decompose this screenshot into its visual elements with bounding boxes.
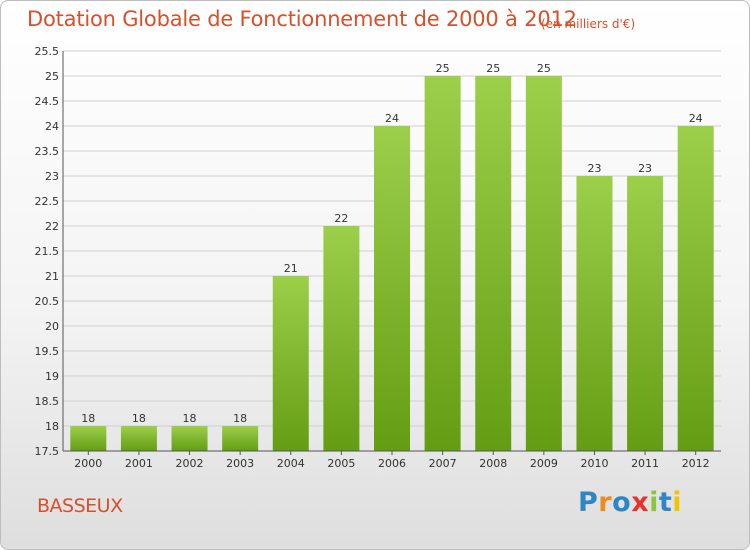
x-tick-label: 2002 [176, 457, 204, 470]
bar-value-label: 25 [537, 62, 551, 75]
x-tick-label: 2001 [125, 457, 153, 470]
logo-letter: x [631, 487, 650, 518]
x-tick-label: 2000 [74, 457, 102, 470]
y-tick-label: 18.5 [35, 395, 60, 408]
bar-2001 [120, 426, 157, 451]
x-tick-label: 2008 [479, 457, 507, 470]
y-tick-label: 25 [45, 70, 59, 83]
chart-title: Dotation Globale de Fonctionnement de 20… [27, 7, 577, 31]
bar-2000 [70, 426, 107, 451]
y-tick-label: 22 [45, 220, 59, 233]
proxiti-logo: Proxiti [578, 487, 682, 518]
bar-value-label: 21 [284, 262, 298, 275]
bar-2012 [677, 126, 714, 451]
bar-2008 [475, 76, 512, 451]
commune-name: BASSEUX [37, 495, 123, 517]
x-tick-label: 2011 [631, 457, 659, 470]
y-tick-label: 20.5 [35, 295, 60, 308]
bar-value-label: 18 [132, 412, 146, 425]
bar-value-label: 24 [689, 112, 703, 125]
bars [70, 76, 714, 451]
y-tick-label: 25.5 [35, 45, 60, 58]
x-tick-label: 2009 [530, 457, 558, 470]
chart-subtitle: (en milliers d'€) [541, 17, 636, 31]
bar-2004 [272, 276, 309, 451]
bar-2003 [222, 426, 259, 451]
y-axis: 17.5 18 18.5 19 19.5 20 20.5 21 21.5 22 22.5 23 23.5… [35, 45, 64, 458]
bar-2010 [576, 176, 613, 451]
x-tick-label: 2003 [226, 457, 254, 470]
y-tick-label: 23 [45, 170, 59, 183]
logo-letter: o [612, 487, 632, 518]
bar-2005 [323, 226, 360, 451]
bar-2011 [627, 176, 664, 451]
bar-value-label: 18 [81, 412, 95, 425]
logo-letter: r [598, 487, 613, 518]
y-tick-label: 17.5 [35, 445, 60, 458]
bar-value-label: 22 [334, 212, 348, 225]
bar-value-label: 24 [385, 112, 399, 125]
y-tick-label: 19 [45, 370, 59, 383]
bar-2007 [424, 76, 461, 451]
bar-2002 [171, 426, 208, 451]
y-tick-label: 21 [45, 270, 59, 283]
y-tick-label: 24.5 [35, 95, 60, 108]
bar-2006 [374, 126, 410, 451]
logo-letter: t [658, 487, 673, 518]
y-tick-label: 19.5 [35, 345, 60, 358]
logo-letter: i [649, 487, 659, 518]
x-tick-label: 2010 [580, 457, 608, 470]
bar-2009 [525, 76, 562, 451]
y-tick-label: 22.5 [35, 195, 60, 208]
y-tick-label: 24 [45, 120, 59, 133]
x-tick-label: 2012 [682, 457, 710, 470]
y-tick-label: 21.5 [35, 245, 60, 258]
x-tick-label: 2007 [429, 457, 457, 470]
bar-value-label: 23 [638, 162, 652, 175]
bar-value-label: 18 [233, 412, 247, 425]
y-tick-label: 23.5 [35, 145, 60, 158]
y-tick-label: 18 [45, 420, 59, 433]
logo-letter: i [672, 487, 683, 518]
x-tick-label: 2005 [327, 457, 355, 470]
bar-value-label: 18 [183, 412, 197, 425]
x-tick-label: 2004 [277, 457, 305, 470]
value-labels: 18 18 18 18 21 22 24 25 25 25 23 23 24 [81, 62, 702, 425]
bar-value-label: 25 [436, 62, 450, 75]
bar-value-label: 23 [587, 162, 601, 175]
y-tick-label: 20 [45, 320, 59, 333]
bar-value-label: 25 [486, 62, 500, 75]
x-axis: 2000 2001 2002 2003 2004 2005 2006 2007 2008 2009… [63, 450, 721, 470]
x-tick-label: 2006 [378, 457, 406, 470]
logo-letter: P [578, 487, 599, 518]
